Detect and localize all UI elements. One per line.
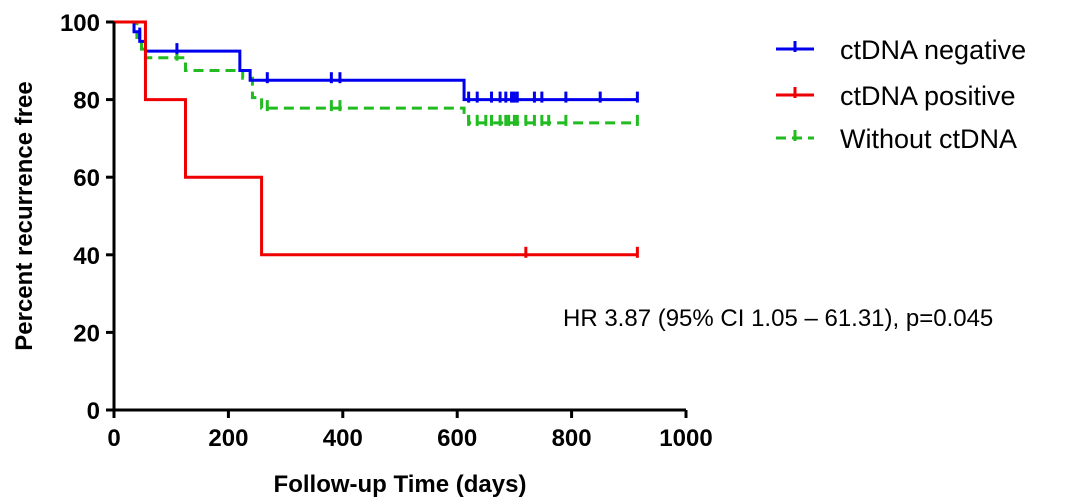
y-axis-title: Percent recurrence free	[11, 81, 38, 350]
x-tick-label: 0	[107, 425, 120, 452]
legend: ctDNA negative ctDNA positive Without ctDN…	[776, 35, 1026, 154]
y-tick-label: 0	[87, 398, 100, 425]
legend-label: ctDNA positive	[840, 81, 1016, 111]
x-tick-label: 400	[323, 425, 363, 452]
x-axis-title: Follow-up Time (days)	[274, 471, 527, 498]
axes	[112, 22, 686, 412]
x-tick-label: 600	[437, 425, 477, 452]
y-tick-label: 20	[73, 320, 100, 347]
series-line-ctdna-positive	[114, 20, 638, 257]
y-tick-label: 100	[60, 10, 100, 37]
y-tick-label: 40	[73, 243, 100, 270]
x-tick-label: 200	[208, 425, 248, 452]
y-tick-label: 60	[73, 165, 100, 192]
ticks: 0 200 400 600 800 1000 0 20 40 60 80 100	[60, 10, 713, 452]
hazard-ratio-annotation: HR 3.87 (95% CI 1.05 – 61.31), p=0.045	[563, 305, 993, 332]
legend-label: Without ctDNA	[840, 124, 1017, 154]
y-tick-label: 80	[73, 88, 100, 115]
x-tick-label: 800	[552, 425, 592, 452]
series-layer	[114, 20, 639, 258]
series-line-without-ctdna	[114, 20, 638, 125]
x-tick-label: 1000	[659, 425, 712, 452]
legend-label: ctDNA negative	[840, 35, 1026, 65]
series-line-ctdna-negative	[114, 20, 638, 102]
